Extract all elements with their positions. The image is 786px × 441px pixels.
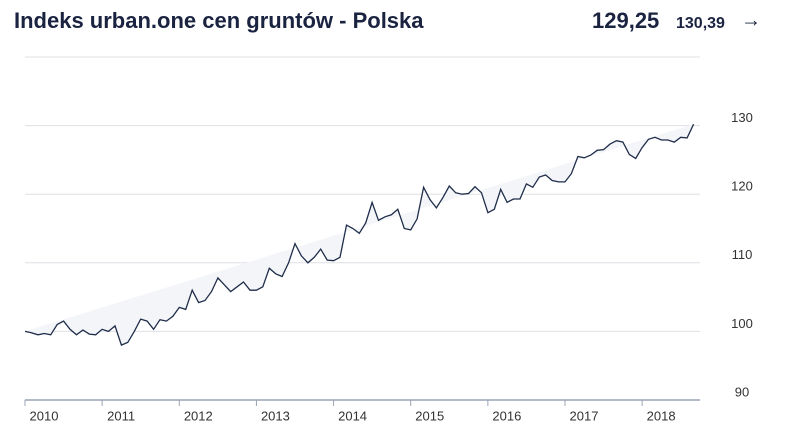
line: [24, 123, 695, 346]
x-tick-label: 2011: [107, 408, 135, 423]
x-tick-label: 2012: [184, 408, 213, 423]
area: [25, 124, 694, 346]
x-tick-label: 2017: [570, 408, 599, 423]
y-tick-label: 100: [731, 316, 753, 331]
y-tick-label: 110: [732, 247, 753, 262]
chart-title: Indeks urban.one cen gruntów - Polska: [14, 8, 424, 33]
x-tick-label: 2018: [647, 408, 676, 423]
x-tick-label: 2016: [492, 408, 521, 423]
y-tick-label: 130: [731, 110, 753, 125]
y-tick-label: 120: [731, 179, 753, 194]
x-tick-label: 2010: [30, 408, 59, 423]
x-tick-label: 2013: [261, 408, 290, 423]
y-tick-label: 90: [735, 384, 749, 399]
arrow[interactable]: →: [741, 9, 761, 31]
current-value: 129,25: [592, 8, 659, 33]
x-tick-label: 2015: [415, 408, 444, 423]
previous-value: 130,39: [676, 15, 725, 32]
x-tick-label: 2014: [338, 408, 367, 423]
